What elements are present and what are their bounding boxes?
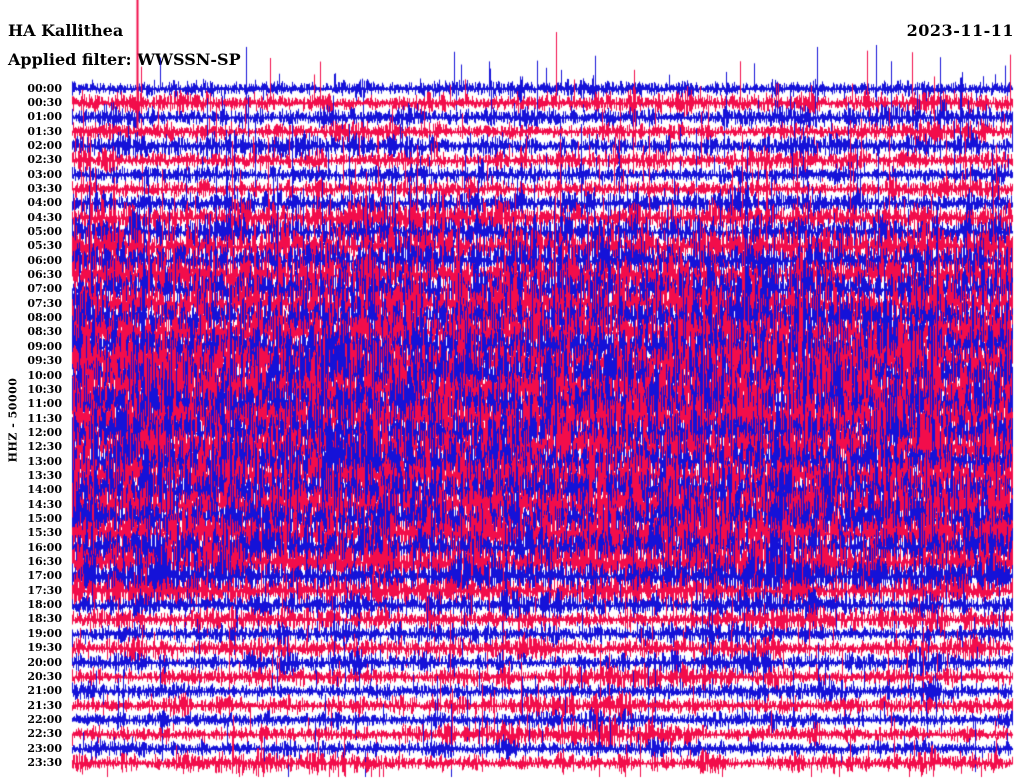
time-label-0500: 05:00 [27, 225, 62, 238]
time-label-0530: 05:30 [27, 239, 62, 253]
time-label-1900: 19:00 [27, 626, 62, 640]
time-label-1130: 11:30 [27, 411, 62, 425]
time-label-0330: 03:30 [27, 181, 62, 195]
date-label: 2023-11-11 [906, 21, 1014, 40]
time-label-2100: 21:00 [27, 684, 62, 698]
time-label-0000: 00:00 [27, 81, 62, 95]
time-label-0100: 01:00 [27, 110, 62, 124]
time-label-0400: 04:00 [27, 196, 62, 210]
time-label-1430: 14:30 [27, 497, 62, 511]
time-label-1030: 10:30 [27, 382, 62, 396]
time-label-2130: 21:30 [27, 698, 62, 712]
time-label-1000: 10:00 [27, 368, 62, 382]
time-label-1600: 16:00 [27, 540, 62, 554]
time-label-2000: 20:00 [27, 655, 62, 669]
time-label-0030: 00:30 [27, 95, 62, 109]
time-label-1930: 19:30 [27, 641, 62, 655]
time-label-1330: 13:30 [27, 468, 62, 482]
time-label-0600: 06:00 [27, 253, 62, 267]
time-label-1630: 16:30 [27, 555, 62, 569]
time-label-0800: 08:00 [27, 311, 62, 325]
time-label-0630: 06:30 [27, 268, 62, 282]
time-label-1300: 13:00 [27, 454, 62, 468]
time-label-1200: 12:00 [27, 425, 62, 439]
time-label-0430: 04:30 [27, 210, 62, 224]
time-label-0930: 09:30 [27, 354, 62, 368]
time-label-2330: 23:30 [27, 755, 62, 769]
time-label-2200: 22:00 [27, 712, 62, 726]
time-label-1800: 18:00 [27, 598, 62, 612]
time-label-0130: 01:30 [27, 124, 62, 138]
time-label-2030: 20:30 [27, 669, 62, 683]
time-axis: 00:00 00:30 01:00 01:30 02:00 02:30 03:00 03:30… [0, 0, 64, 780]
time-label-1530: 15:30 [27, 526, 62, 540]
time-label-0730: 07:30 [27, 296, 62, 310]
time-label-1100: 11:00 [27, 397, 62, 411]
time-label-1700: 17:00 [27, 569, 62, 583]
time-label-0300: 03:00 [27, 167, 62, 181]
time-label-0700: 07:00 [27, 282, 62, 296]
time-label-0200: 02:00 [27, 138, 62, 152]
time-label-0830: 08:30 [27, 325, 62, 339]
time-label-1730: 17:30 [27, 583, 62, 597]
time-label-1830: 18:30 [27, 612, 62, 626]
time-label-1230: 12:30 [27, 440, 62, 454]
time-label-0900: 09:00 [27, 339, 62, 353]
time-label-2300: 23:00 [27, 741, 62, 755]
time-label-0230: 02:30 [27, 153, 62, 167]
time-label-1400: 14:00 [27, 483, 62, 497]
time-label-1500: 15:00 [27, 512, 62, 525]
time-label-2230: 22:30 [27, 727, 62, 741]
